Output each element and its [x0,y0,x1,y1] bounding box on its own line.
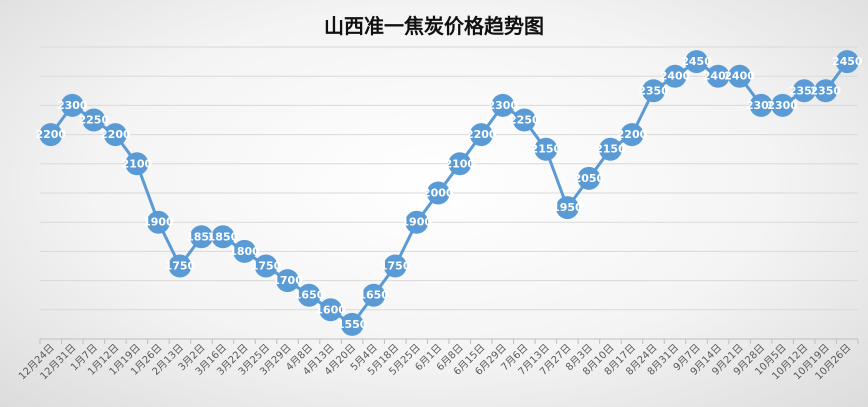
data-label: 2200 [100,128,131,141]
data-point [340,312,364,336]
data-point [383,254,407,278]
data-point [598,137,622,161]
data-label: 1600 [315,303,346,316]
data-point [534,137,558,161]
data-label: 2300 [488,99,519,112]
data-label: 1550 [337,318,368,331]
data-point [620,123,644,147]
data-label: 2200 [35,128,66,141]
data-label: 2300 [57,99,88,112]
data-label: 1750 [380,260,411,273]
data-point [835,50,859,74]
data-point [254,254,278,278]
data-label: 2000 [423,187,454,200]
data-label: 2400 [660,70,691,83]
data-label: 2400 [703,70,734,83]
data-point [728,64,752,88]
data-label: 2250 [509,114,540,127]
data-markers: 2200230022502200210019001750185018501800… [35,50,863,336]
data-point [512,108,536,132]
data-point [814,79,838,103]
chart-title: 山西准一焦炭价格趋势图 [324,14,544,38]
data-point [211,225,235,249]
data-point [685,50,709,74]
data-label: 2200 [617,128,648,141]
data-point [577,166,601,190]
data-label: 1900 [401,216,432,229]
data-label: 2100 [122,157,153,170]
data-point [319,298,343,322]
x-axis [39,338,859,344]
data-label: 2150 [595,143,626,156]
data-point [405,210,429,234]
data-point [168,254,192,278]
data-label: 1650 [358,289,389,302]
data-label: 2450 [832,55,863,68]
data-point [555,196,579,220]
data-point [663,64,687,88]
data-point [233,239,256,263]
data-point [792,79,816,103]
data-point [82,108,106,132]
data-label: 1800 [229,245,260,258]
data-label: 2250 [79,114,110,127]
data-point [448,152,472,176]
data-label: 2300 [767,99,798,112]
data-point [39,123,63,147]
data-label: 2300 [746,99,777,112]
x-tick-labels: 12月24日12月31日1月7日1月12日1月19日1月26日2月13日3月2日… [16,342,853,383]
data-point [426,181,450,205]
data-label: 2100 [444,157,475,170]
data-label: 2050 [574,172,605,185]
data-label: 2350 [810,84,841,97]
data-label: 1750 [251,260,282,273]
data-point [749,93,773,117]
data-label: 2400 [724,70,755,83]
data-point [642,79,665,103]
data-point [276,269,300,293]
data-point [771,93,795,117]
data-label: 1750 [165,260,196,273]
data-label: 2350 [638,84,669,97]
data-label: 2450 [681,55,712,68]
data-point [103,123,127,147]
data-label: 2350 [789,84,820,97]
data-point [125,152,149,176]
data-point [362,283,386,307]
data-point [60,93,84,117]
data-point [297,283,321,307]
data-label: 1650 [294,289,325,302]
data-label: 1900 [143,216,174,229]
data-point [189,225,213,249]
data-label: 1850 [186,230,217,243]
data-point [469,123,493,147]
data-point [146,210,170,234]
data-label: 1950 [552,201,583,214]
data-point [491,93,515,117]
data-label: 1700 [272,274,303,287]
data-label: 1850 [208,230,239,243]
data-label: 2150 [531,143,562,156]
data-label: 2200 [466,128,497,141]
data-point [706,64,730,88]
